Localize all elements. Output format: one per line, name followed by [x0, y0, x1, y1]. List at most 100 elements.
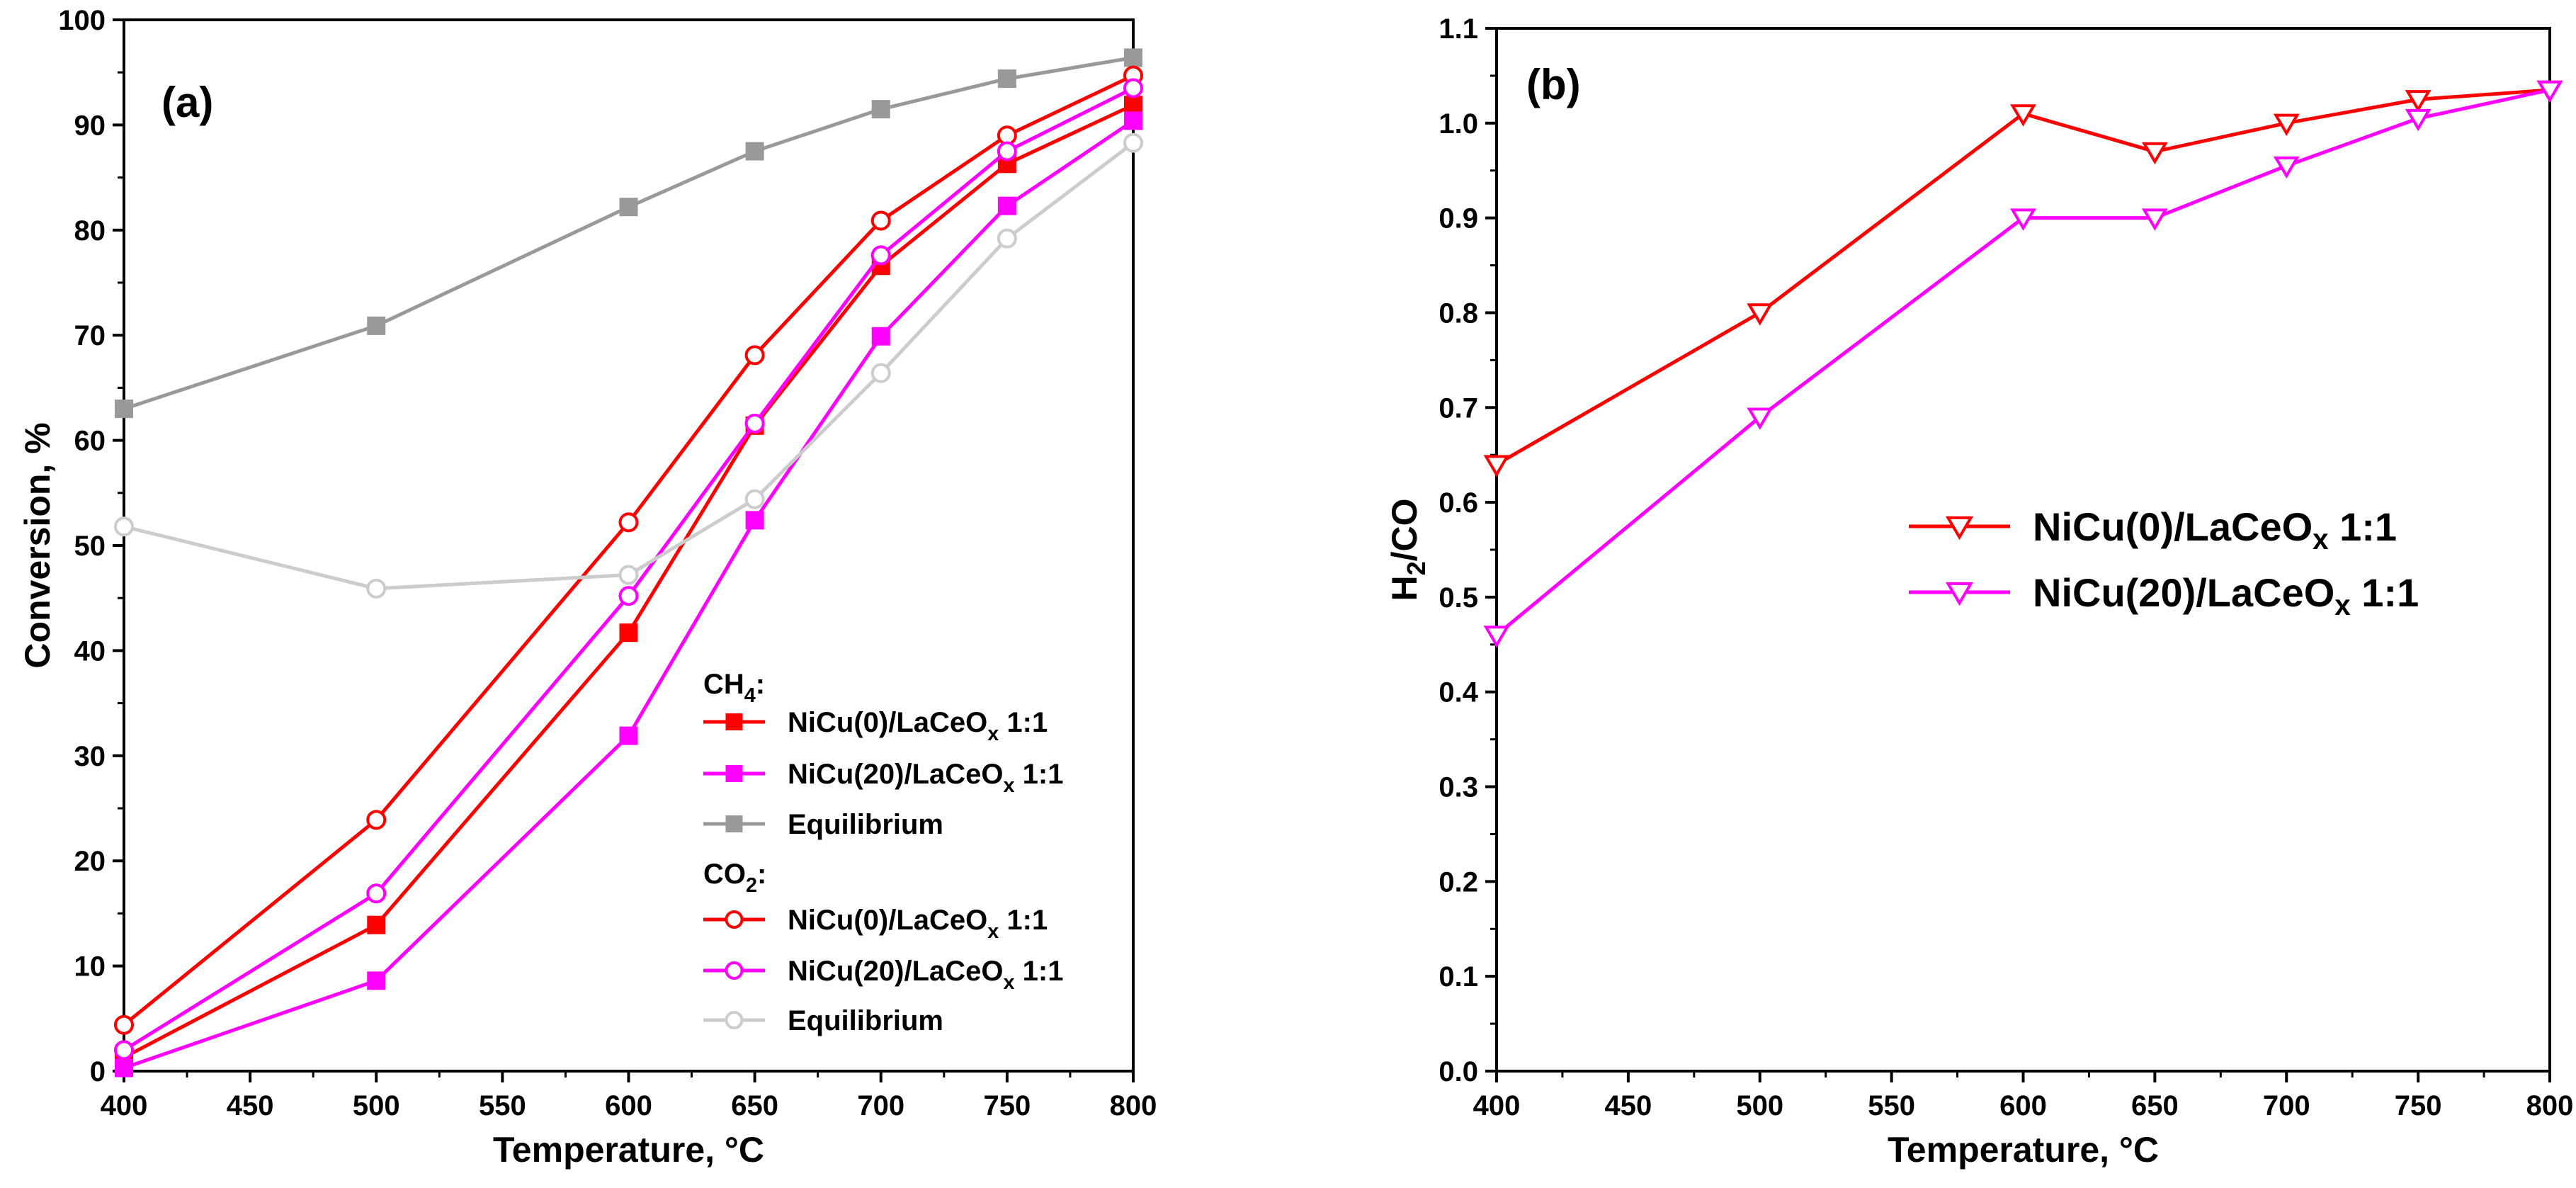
panel-label: (b) [1526, 61, 1581, 108]
data-point [997, 196, 1016, 215]
x-tick-label: 750 [2395, 1090, 2442, 1121]
data-point [1123, 132, 1143, 153]
data-point [744, 345, 765, 366]
y-axis-title-group: Conversion, % [18, 422, 57, 668]
legend-label: Equilibrium [788, 1005, 943, 1036]
legend-swatch-marker [1945, 582, 1974, 606]
data-point [619, 198, 638, 217]
y-tick-label: 0.2 [1439, 866, 1478, 898]
y-tick-label: 0.3 [1439, 772, 1478, 803]
data-point [1483, 626, 1510, 648]
y-tick-label: 0.1 [1439, 961, 1478, 992]
x-tick-label: 800 [1110, 1090, 1157, 1121]
series-line [1497, 88, 2550, 637]
legend-group-heading: CO2: [703, 859, 766, 897]
x-tick-label: 400 [101, 1090, 148, 1121]
data-point [115, 400, 133, 419]
y-tick-label: 0.9 [1439, 203, 1478, 234]
series-line [1497, 88, 2550, 466]
data-point [114, 516, 134, 537]
x-axis-title: Temperature, °C [493, 1130, 764, 1170]
legend-label: Equilibrium [788, 809, 943, 840]
y-tick-label: 1.0 [1439, 108, 1478, 140]
data-point [2273, 156, 2300, 179]
legend-swatch-marker [1945, 516, 1974, 541]
data-point [744, 489, 765, 509]
legend-entry: NiCu(20)/LaCeOx 1:1 [703, 759, 1063, 797]
data-point [114, 1040, 134, 1060]
legend-swatch-marker [725, 1011, 744, 1029]
y-tick-label: 0.7 [1439, 392, 1478, 424]
data-point [997, 228, 1017, 249]
legend: CH4: NiCu(0)/LaCeOx 1:1 NiCu(20)/LaCeOx 1:… [703, 669, 1063, 1036]
data-point [618, 512, 639, 533]
x-tick-label: 700 [2263, 1090, 2310, 1121]
legend-label: NiCu(20)/LaCeOx 1:1 [2033, 570, 2419, 621]
y-tick-label: 0.6 [1439, 487, 1478, 519]
legend: NiCu(0)/LaCeOx 1:1 NiCu(20)/LaCeOx 1:1 [1909, 504, 2419, 621]
data-point [367, 316, 386, 335]
data-point [618, 565, 639, 585]
data-point [1747, 407, 1774, 430]
data-point [871, 100, 890, 119]
data-point [1483, 455, 1510, 477]
legend-swatch-marker [725, 961, 744, 980]
legend-label: NiCu(20)/LaCeOx 1:1 [788, 759, 1063, 797]
y-tick-label: 1.1 [1439, 13, 1478, 45]
data-point [2536, 80, 2563, 103]
y-tick-label: 100 [58, 5, 106, 36]
data-point [744, 413, 765, 434]
x-tick-label: 500 [1736, 1090, 1783, 1121]
data-point [2405, 108, 2432, 132]
legend-label: NiCu(20)/LaCeOx 1:1 [788, 956, 1063, 994]
data-point [2141, 208, 2168, 231]
legend-entry: NiCu(0)/LaCeOx 1:1 [1909, 504, 2397, 555]
y-tick-label: 40 [74, 635, 106, 667]
data-point [2273, 113, 2300, 136]
data-point [870, 210, 891, 231]
data-point [367, 915, 386, 934]
data-point [619, 726, 638, 745]
y-tick-label: 0.0 [1439, 1056, 1478, 1087]
data-point [2010, 104, 2036, 127]
data-point [114, 1014, 134, 1035]
data-point [997, 141, 1017, 162]
data-point [619, 623, 638, 643]
data-point [366, 578, 387, 599]
x-tick-label: 650 [731, 1090, 778, 1121]
y-tick-label: 10 [74, 951, 106, 983]
y-tick-label: 60 [74, 426, 106, 457]
data-point [1124, 96, 1142, 115]
x-axis-title: Temperature, °C [1888, 1130, 2159, 1170]
legend-entry: Equilibrium [703, 809, 943, 840]
panel-a-chart: 400 450 500 550 600 650 700 750 800 0 10 20 30 40 50 60… [18, 5, 1157, 1170]
data-point [870, 245, 891, 266]
data-point [2010, 208, 2036, 231]
legend-entry: NiCu(0)/LaCeOx 1:1 [703, 905, 1048, 943]
x-tick-label: 650 [2131, 1090, 2179, 1121]
legend-entry: Equilibrium [703, 1005, 943, 1036]
legend-swatch-marker [725, 765, 743, 782]
data-point [618, 586, 639, 606]
data-point [745, 142, 764, 161]
panel-b-chart: 400 450 500 550 600 650 700 750 800 0.0 0.1 0.2 0.3 0… [1385, 13, 2573, 1170]
legend-entry: NiCu(20)/LaCeOx 1:1 [1909, 570, 2419, 621]
series-5 [114, 132, 1143, 599]
y-tick-label: 0.4 [1439, 677, 1478, 708]
legend-swatch-marker [725, 910, 744, 929]
data-point [366, 810, 387, 830]
x-tick-label: 550 [1868, 1090, 1915, 1121]
y-tick-label: 30 [74, 741, 106, 772]
data-point [745, 511, 764, 530]
x-tick-label: 500 [353, 1090, 400, 1121]
x-tick-label: 600 [1999, 1090, 2047, 1121]
legend-entry: NiCu(0)/LaCeOx 1:1 [703, 707, 1048, 745]
data-point [997, 69, 1016, 89]
y-tick-label: 0 [90, 1056, 106, 1087]
y-tick-label: 50 [74, 531, 106, 562]
y-tick-label: 20 [74, 846, 106, 877]
x-tick-label: 800 [2526, 1090, 2574, 1121]
series-4 [114, 78, 1143, 1060]
plot-frame [1495, 27, 2551, 1073]
